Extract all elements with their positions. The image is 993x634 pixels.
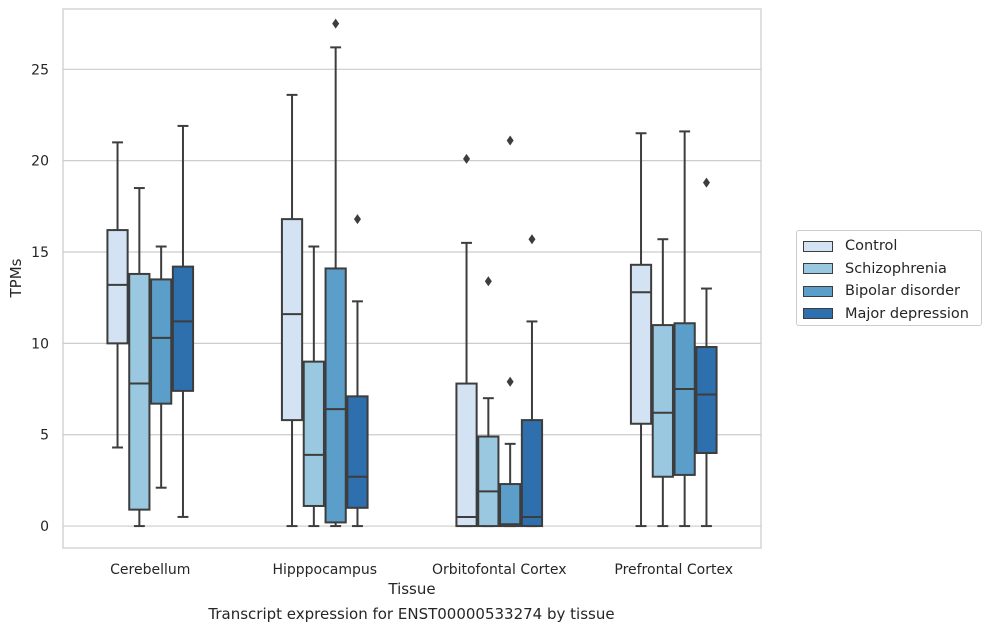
box-iqr [128,272,151,511]
figure-caption: Transcript expression for ENST0000053327… [208,605,615,623]
box-bipolar-disorder [499,135,522,528]
outlier-point [463,153,471,164]
outlier-point [484,276,492,287]
legend-label: Bipolar disorder [845,283,960,300]
box-iqr [477,435,500,528]
box-iqr [520,419,544,528]
box-control [455,153,478,528]
legend-item: Bipolar disorder [803,280,981,303]
x-tick-label: Prefrontal Cortex [614,562,733,578]
box-bipolar-disorder [673,130,696,528]
box-control [629,132,653,528]
box-schizophrenia [477,276,500,528]
box-iqr [280,218,304,422]
box-control [106,141,129,449]
legend-label: Control [845,238,898,255]
box-major-depression [695,177,718,528]
x-tick-label: Hipppocampus [272,562,377,578]
x-axis-label: Tissue [387,580,435,598]
x-tick-label: Orbitofontal Cortex [432,562,567,578]
box-schizophrenia [651,238,674,528]
box-schizophrenia [128,187,151,528]
outlier-point [528,234,536,245]
legend-item: Major depression [803,303,981,326]
box-control [280,93,304,528]
box-iqr [302,360,325,507]
box-iqr [629,263,653,425]
legend-swatch [803,308,833,320]
y-tick-label: 15 [31,245,49,261]
legend-item: Schizophrenia [803,258,981,281]
box-iqr [106,229,129,345]
y-tick-label: 20 [31,154,49,170]
box-iqr [171,265,195,392]
box-iqr [695,346,718,454]
outlier-point [353,214,361,225]
y-tick-label: 10 [31,336,49,352]
y-tick-label: 5 [40,428,49,444]
legend-swatch [803,285,833,297]
box-iqr [651,324,674,478]
legend-item: Control [803,235,981,258]
box-schizophrenia [302,245,325,528]
box-iqr [346,395,369,509]
box-major-depression [346,214,369,528]
box-iqr [499,483,522,528]
outlier-point [506,376,514,387]
legend-label: Major depression [845,305,969,322]
box-iqr [150,278,173,405]
outlier-point [702,177,710,188]
box-bipolar-disorder [324,18,347,528]
box-iqr [324,267,347,524]
legend-swatch [803,240,833,252]
y-tick-label: 25 [31,62,49,78]
box-iqr [455,382,478,528]
box-major-depression [171,124,195,518]
box-major-depression [520,234,544,528]
outlier-point [506,135,514,146]
x-tick-label: Cerebellum [110,562,190,578]
legend-label: Schizophrenia [845,260,947,277]
box-bipolar-disorder [150,245,173,489]
outlier-point [332,18,340,29]
legend: Control Schizophrenia Bipolar disorder Majo… [796,230,982,326]
y-tick-label: 0 [40,519,49,535]
legend-swatch [803,263,833,275]
y-axis-label: TPMs [7,258,25,298]
box-iqr [673,322,696,476]
